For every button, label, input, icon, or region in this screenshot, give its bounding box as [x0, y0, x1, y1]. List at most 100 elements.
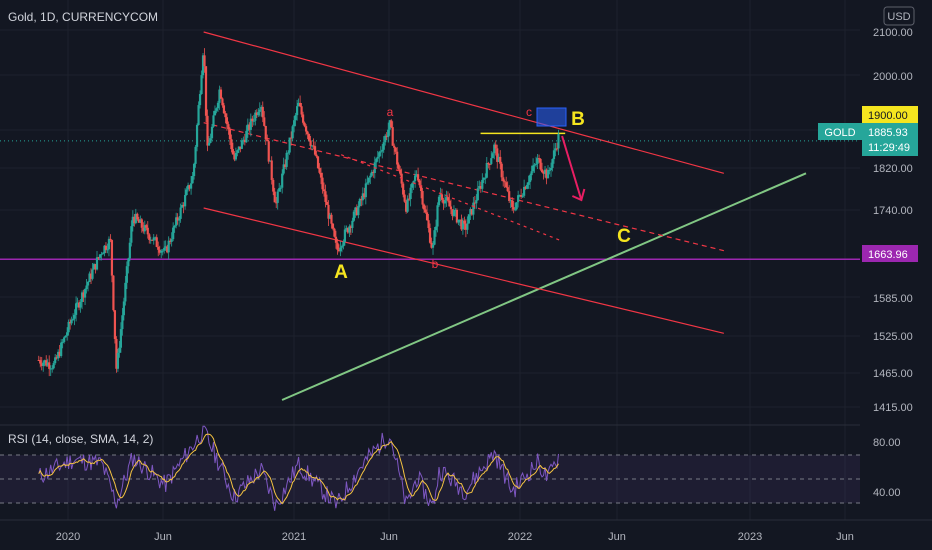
candle-body-83 — [161, 250, 164, 252]
candle-198 — [333, 227, 336, 238]
candle-body-165 — [284, 164, 287, 167]
candle-body-47 — [107, 238, 111, 250]
rsi-pane[interactable]: RSI (14, close, SMA, 14, 2) 80.00 40.00 — [0, 424, 901, 511]
candle-344 — [551, 158, 554, 172]
candle-body-273 — [445, 197, 448, 201]
candle-body-23 — [72, 318, 75, 320]
candle-319 — [514, 202, 517, 212]
candle-244 — [402, 181, 405, 198]
candle-335 — [537, 154, 541, 163]
candle-body-104 — [192, 163, 196, 177]
candle-339 — [543, 165, 547, 178]
candle-259 — [424, 205, 427, 214]
candle-120 — [216, 100, 220, 112]
candle-body-323 — [520, 195, 523, 197]
candle-body-181 — [307, 134, 311, 141]
price-tick-1740: 1740.00 — [873, 205, 913, 217]
candle-155 — [269, 160, 272, 162]
candle-body-160 — [276, 191, 279, 203]
candle-77 — [152, 234, 155, 245]
candle-body-292 — [473, 202, 476, 204]
candle-body-267 — [436, 205, 439, 227]
candle-240 — [396, 147, 399, 169]
candle-57 — [122, 297, 125, 321]
candle-241 — [397, 162, 400, 170]
candle-254 — [416, 167, 420, 183]
candle-246 — [405, 200, 408, 214]
candle-body-307 — [496, 148, 499, 162]
candle-body-59 — [125, 266, 128, 283]
candle-body-209 — [349, 226, 352, 228]
candle-body-195 — [328, 214, 332, 219]
resistance-price-text: 1900.00 — [868, 110, 908, 122]
candle-94 — [178, 215, 181, 227]
candle-body-208 — [348, 226, 351, 233]
candle-347 — [555, 142, 559, 152]
candle-body-133 — [236, 150, 239, 153]
candle-219 — [364, 178, 367, 205]
wave-label-C: C — [617, 226, 631, 247]
candle-153 — [266, 134, 269, 142]
candle-121 — [218, 85, 221, 110]
candle-315 — [508, 185, 511, 204]
candle-186 — [315, 150, 318, 159]
candle-body-113 — [206, 115, 209, 146]
candle-body-57 — [122, 301, 125, 316]
wave-label-B: B — [571, 109, 585, 130]
candle-255 — [418, 179, 421, 188]
candle-1 — [39, 356, 42, 368]
candle-123 — [221, 97, 224, 108]
candle-341 — [546, 165, 550, 179]
candle-262 — [428, 223, 432, 244]
candle-136 — [240, 138, 243, 150]
candle-249 — [409, 184, 412, 207]
candle-body-347 — [555, 148, 559, 150]
candle-348 — [557, 129, 560, 156]
candle-14 — [58, 344, 61, 358]
candle-150 — [261, 101, 264, 123]
price-tick-1820: 1820.00 — [873, 163, 913, 175]
candle-302 — [488, 163, 491, 171]
candle-body-214 — [357, 206, 360, 216]
candle-body-248 — [408, 198, 411, 200]
candle-290 — [470, 208, 473, 216]
candle-body-58 — [124, 282, 127, 302]
currency-box[interactable] — [883, 6, 915, 26]
candle-body-254 — [416, 174, 420, 181]
candle-body-246 — [405, 201, 408, 212]
candle-body-93 — [176, 217, 179, 221]
candle-body-276 — [449, 206, 453, 210]
candle-333 — [534, 156, 538, 168]
candle-body-240 — [396, 151, 399, 165]
candle-body-110 — [201, 55, 205, 76]
candle-272 — [443, 194, 447, 208]
currency-label[interactable]: USD — [887, 11, 910, 23]
candle-body-142 — [249, 118, 252, 130]
candle-body-119 — [215, 108, 218, 111]
symbol-label — [818, 123, 862, 140]
candle-body-146 — [255, 112, 258, 116]
price-axis[interactable]: USD 2100.00 2000.00 1820.00 1740.00 1585… — [818, 6, 918, 414]
time-axis[interactable]: 2020 Jun 2021 Jun 2022 Jun 2023 Jun — [0, 519, 932, 543]
candle-body-205 — [343, 229, 347, 242]
candle-209 — [349, 224, 352, 236]
candle-body-75 — [149, 239, 152, 241]
candle-79 — [155, 234, 158, 248]
candle-331 — [531, 158, 535, 174]
candle-230 — [381, 143, 384, 159]
candle-181 — [307, 133, 311, 142]
candle-body-278 — [452, 209, 456, 216]
candle-18 — [64, 335, 67, 338]
candle-body-200 — [336, 242, 339, 250]
candle-71 — [143, 220, 146, 235]
candle-body-46 — [106, 249, 109, 251]
candle-13 — [57, 349, 60, 362]
wave-projection-dash — [340, 154, 563, 242]
candle-body-260 — [425, 212, 429, 221]
candle-248 — [408, 193, 411, 202]
candle-111 — [203, 48, 206, 73]
candle-237 — [391, 121, 394, 146]
wave-label-b: b — [432, 257, 439, 271]
candle-body-274 — [446, 197, 450, 201]
